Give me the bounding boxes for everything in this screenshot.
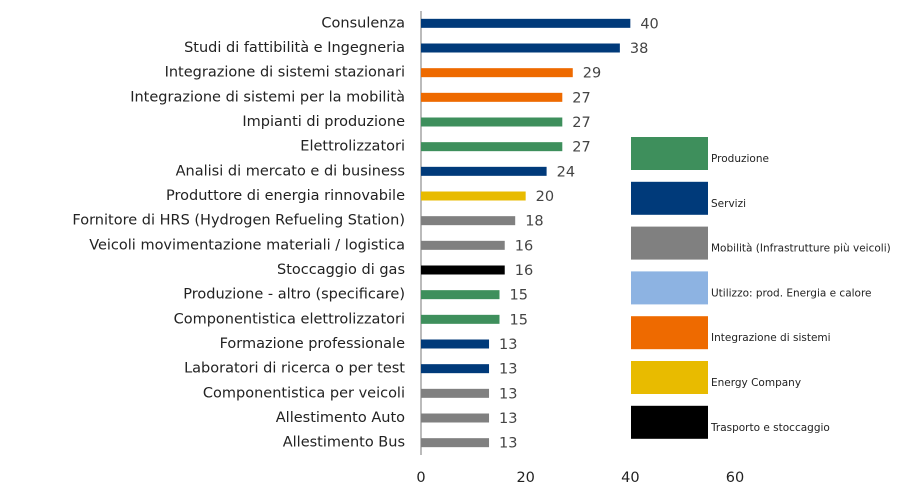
value-label: 27 [572,90,590,106]
value-label: 15 [510,288,528,304]
legend-label: Integrazione di sistemi [711,332,831,344]
bar [421,265,505,275]
bar [421,191,526,201]
value-label: 13 [499,436,517,452]
category-label: Fornitore di HRS (Hydrogen Refueling Sta… [72,213,405,229]
value-label: 18 [525,214,543,230]
bar [421,142,563,152]
value-label: 38 [630,41,648,57]
value-label: 27 [572,140,590,156]
legend-swatch [631,361,708,394]
x-tick-label: 60 [726,470,744,486]
bar [421,364,490,374]
value-label: 16 [515,238,533,254]
category-label: Impianti di produzione [242,114,405,130]
category-label: Componentistica per veicoli [203,385,405,401]
value-label: 13 [499,411,517,427]
legend-swatch [631,226,708,260]
legend-swatch [631,405,708,439]
bar [421,117,563,127]
value-label: 16 [515,263,533,279]
category-label: Produzione - altro (specificare) [183,287,405,303]
category-label: Laboratori di ricerca o per test [184,361,405,377]
value-label: 24 [557,164,575,180]
category-label: Formazione professionale [220,336,405,352]
bar [421,290,500,300]
x-tick-label: 0 [416,470,425,486]
legend-swatch [631,137,708,170]
category-label: Consulenza [321,15,405,31]
category-label: Integrazione di sistemi stazionari [165,65,405,81]
category-label: Allestimento Bus [283,435,405,451]
bar [421,68,573,78]
x-tick-label: 40 [621,470,639,486]
category-label: Componentistica elettrolizzatori [174,311,405,327]
category-label: Allestimento Auto [276,410,405,426]
x-tick-label: 20 [516,470,534,486]
bar [421,339,490,349]
legend-swatch [631,271,708,305]
bar [421,43,620,53]
bar [421,438,490,448]
category-label: Veicoli movimentazione materiali / logis… [89,237,405,253]
value-label: 20 [536,189,554,205]
bar [421,413,490,423]
value-label: 29 [583,66,601,82]
legend-label: Utilizzo: prod. Energia e calore [711,287,872,299]
bar [421,92,563,102]
bar [421,216,516,226]
legend-label: Trasporto e stoccaggio [710,422,830,434]
value-label: 13 [499,337,517,353]
legend-label: Mobilità (Infrastrutture più veicoli) [711,243,891,255]
bar [421,240,505,250]
legend-label: Servizi [711,198,746,210]
value-label: 13 [499,386,517,402]
category-label: Stoccaggio di gas [277,262,405,278]
category-label: Studi di fattibilità e Ingegneria [184,40,405,56]
bar [421,166,547,176]
category-label: Produttore di energia rinnovabile [166,188,405,204]
bar [421,18,631,28]
category-label: Analisi di mercato e di business [176,163,405,179]
value-label: 40 [640,16,658,32]
value-label: 15 [510,312,528,328]
category-label: Elettrolizzatori [300,139,405,155]
bar [421,314,500,324]
legend-swatch [631,316,708,350]
value-label: 27 [572,115,590,131]
category-label: Integrazione di sistemi per la mobilità [130,89,405,105]
legend-label: Energy Company [711,377,801,389]
legend-label: Produzione [711,153,769,165]
bar [421,388,490,398]
legend-swatch [631,181,708,215]
value-label: 13 [499,362,517,378]
